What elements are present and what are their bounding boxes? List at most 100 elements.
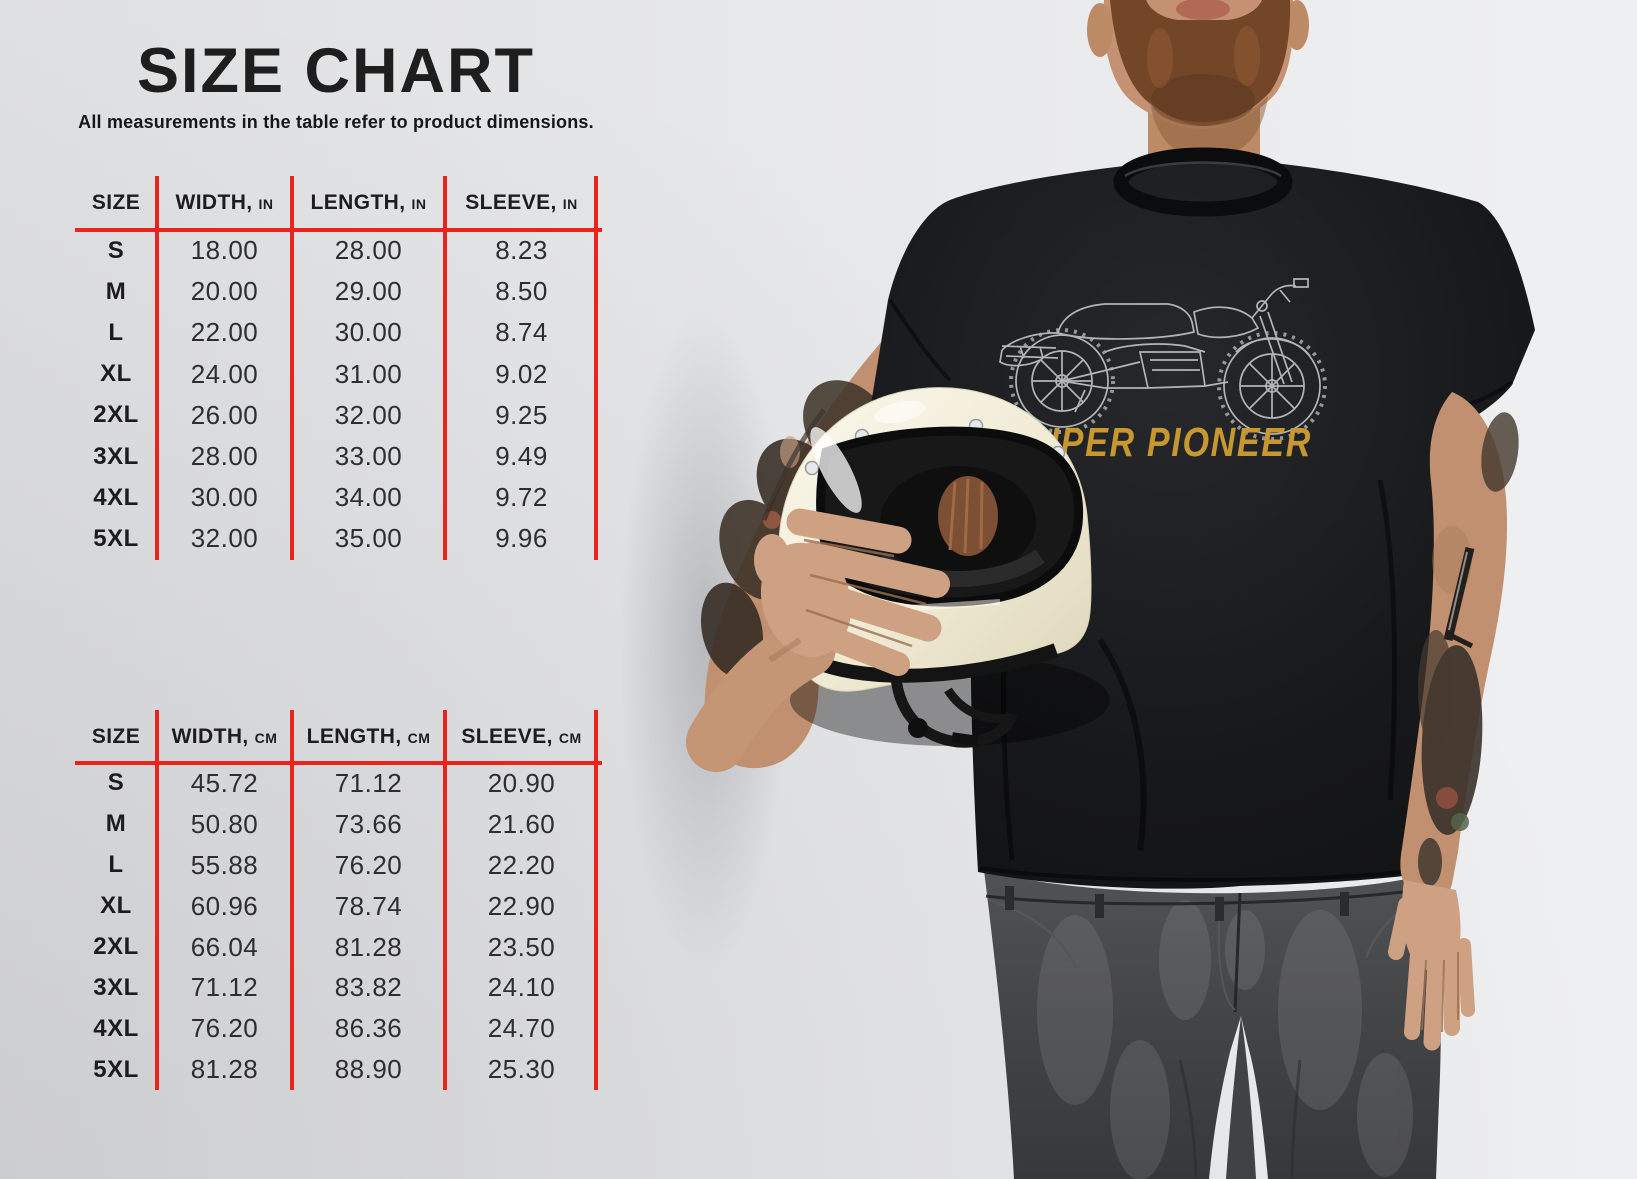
table-row: 4XL 30.00 34.00 9.72	[75, 477, 598, 518]
cell-width: 81.28	[190, 1054, 259, 1085]
table-row: 3XL 28.00 33.00 9.49	[75, 436, 598, 477]
cell-length: 88.90	[334, 1054, 403, 1085]
header-sleeve: SLEEVE, IN	[465, 191, 578, 214]
cell-width: 30.00	[190, 482, 259, 513]
cell-length: 81.28	[334, 931, 403, 962]
cell-width: 22.00	[190, 317, 259, 348]
unit-label: CM	[254, 729, 278, 746]
cell-length: 33.00	[334, 441, 403, 472]
cell-length: 34.00	[334, 482, 403, 513]
cell-sleeve: 22.20	[487, 849, 556, 880]
cell-sleeve: 9.02	[495, 358, 548, 389]
table-row: 5XL 32.00 35.00 9.96	[75, 518, 598, 559]
size-table-cm: SIZE WIDTH, CM LENGTH, CM SLEEVE, CM S 45.7…	[75, 710, 602, 1090]
cell-sleeve: 8.74	[495, 317, 548, 348]
cell-size: S	[107, 769, 125, 797]
cell-sleeve: 24.70	[487, 1013, 556, 1044]
cell-sleeve: 23.50	[487, 931, 556, 962]
cell-size: 3XL	[93, 442, 139, 470]
cell-sleeve: 9.25	[495, 399, 548, 430]
size-table-inches: SIZE WIDTH, IN LENGTH, IN SLEEVE, IN S 18.0…	[75, 176, 602, 560]
cell-length: 86.36	[334, 1013, 403, 1044]
table-header-underline	[75, 228, 602, 232]
tee-graphic-motorcycle	[999, 278, 1327, 441]
tee-shirt: SUPER PIONEER	[870, 147, 1535, 889]
cell-size: 4XL	[93, 1014, 139, 1042]
cell-length: 29.00	[334, 276, 403, 307]
right-arm-tattoos	[1418, 412, 1519, 886]
cell-width: 76.20	[190, 1013, 259, 1044]
cell-size: 2XL	[93, 401, 139, 429]
table-divider	[443, 176, 447, 560]
table-header-row: SIZE WIDTH, CM LENGTH, CM SLEEVE, CM	[75, 710, 598, 763]
header-sleeve: SLEEVE, CM	[461, 724, 582, 748]
headline-block: SIZE CHART All measurements in the table…	[30, 38, 642, 133]
cell-length: 76.20	[334, 849, 403, 880]
header-width: WIDTH, IN	[175, 191, 274, 214]
cell-sleeve: 24.10	[487, 972, 556, 1003]
table-row: XL 24.00 31.00 9.02	[75, 354, 598, 395]
cell-length: 78.74	[334, 890, 403, 921]
cell-size: L	[108, 318, 124, 346]
table-row: L 22.00 30.00 8.74	[75, 312, 598, 353]
header-size: SIZE	[91, 191, 141, 214]
table-row: M 20.00 29.00 8.50	[75, 271, 598, 312]
cell-length: 32.00	[334, 399, 403, 430]
cell-sleeve: 21.60	[487, 808, 556, 839]
cell-size: M	[105, 277, 127, 305]
cell-length: 35.00	[334, 523, 403, 554]
table-divider	[443, 710, 447, 1090]
cell-width: 18.00	[190, 235, 259, 266]
cell-width: 60.96	[190, 890, 259, 921]
cell-size: 2XL	[93, 933, 139, 960]
cell-sleeve: 9.49	[495, 441, 548, 472]
header-length: LENGTH, CM	[306, 724, 431, 748]
cell-length: 31.00	[334, 358, 403, 389]
cell-size: XL	[100, 892, 132, 920]
unit-label: IN	[258, 196, 274, 212]
right-ear	[1285, 0, 1309, 50]
cell-size: 5XL	[93, 1055, 139, 1083]
cell-length: 73.66	[334, 808, 403, 839]
table-row: 2XL 66.04 81.28 23.50	[75, 927, 598, 968]
cell-width: 24.00	[190, 358, 259, 389]
left-pocket-seam	[987, 898, 1078, 969]
left-ear	[1087, 3, 1113, 57]
table-header-underline	[75, 761, 602, 765]
unit-label: CM	[558, 729, 582, 746]
header-size: SIZE	[91, 724, 141, 748]
cell-sleeve: 9.72	[495, 482, 548, 513]
cell-sleeve: 22.90	[487, 890, 556, 921]
left-hand	[686, 508, 950, 772]
cell-width: 26.00	[190, 399, 259, 430]
table-divider	[594, 710, 598, 1090]
cell-width: 50.80	[190, 808, 259, 839]
header-width: WIDTH, CM	[171, 724, 278, 748]
page-title: SIZE CHART	[137, 36, 535, 106]
table-row: S 18.00 28.00 8.23	[75, 230, 598, 271]
cell-size: M	[105, 810, 127, 838]
cell-size: XL	[100, 360, 132, 388]
table-row: L 55.88 76.20 22.20	[75, 845, 598, 886]
model-head	[1087, 0, 1309, 200]
fingers	[786, 508, 950, 676]
table-divider	[594, 176, 598, 560]
waistband-seam	[985, 886, 1433, 906]
fly-seam	[1233, 892, 1242, 1013]
model-figure: SUPER PIONEER	[686, 0, 1535, 1179]
tee-collar	[1113, 147, 1293, 217]
table-divider	[290, 710, 294, 1090]
cell-sleeve: 8.50	[495, 276, 548, 307]
table-divider	[290, 176, 294, 560]
cell-sleeve: 9.96	[495, 523, 548, 554]
table-row: S 45.72 71.12 20.90	[75, 763, 598, 804]
cell-width: 71.12	[190, 972, 259, 1003]
cell-sleeve: 8.23	[495, 235, 548, 266]
cell-length: 71.12	[334, 767, 403, 798]
table-row: 3XL 71.12 83.82 24.10	[75, 967, 598, 1008]
page-subtitle: All measurements in the table refer to p…	[78, 112, 594, 133]
table-header-row: SIZE WIDTH, IN LENGTH, IN SLEEVE, IN	[75, 176, 598, 230]
cell-width: 28.00	[190, 441, 259, 472]
mouth	[1176, 0, 1230, 20]
